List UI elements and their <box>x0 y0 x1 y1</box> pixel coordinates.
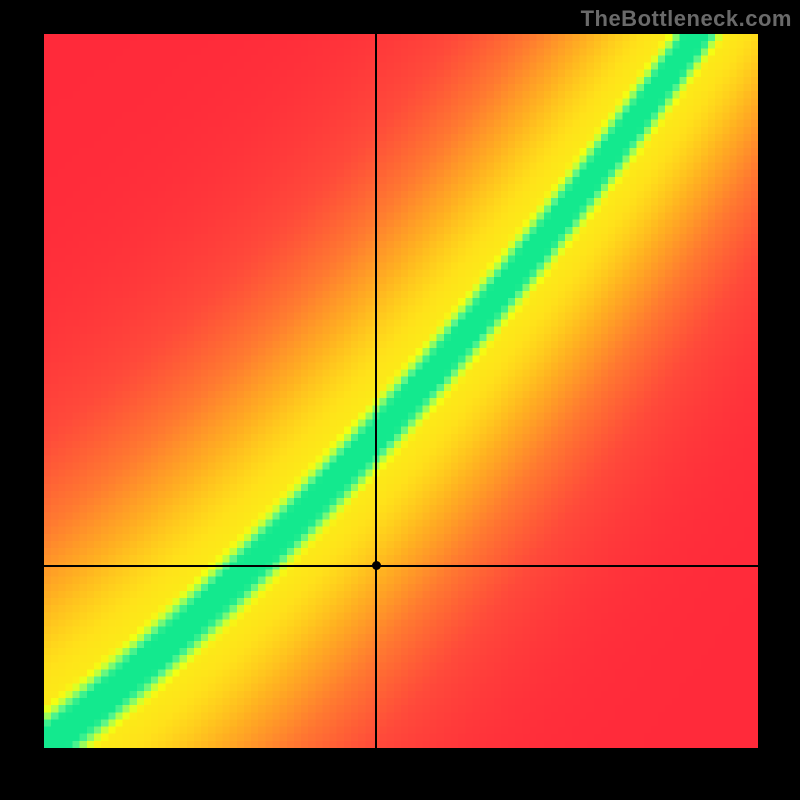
chart-stage: TheBottleneck.com <box>0 0 800 800</box>
crosshair-horizontal <box>44 565 758 567</box>
watermark-text: TheBottleneck.com <box>581 6 792 32</box>
crosshair-point <box>372 561 381 570</box>
heatmap-canvas <box>44 34 758 748</box>
heatmap-plot-area <box>44 34 758 748</box>
crosshair-vertical <box>375 34 377 748</box>
